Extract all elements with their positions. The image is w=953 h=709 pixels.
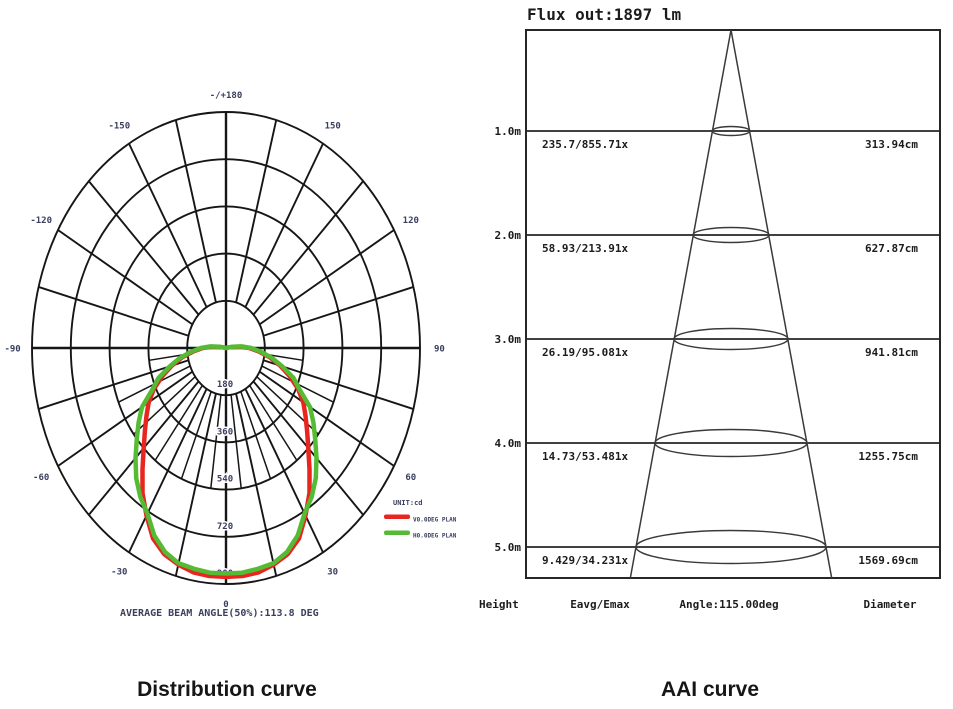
minor-spoke-line	[248, 385, 298, 461]
right-caption: AAI curve	[661, 678, 759, 701]
ring-value-label: 540	[217, 475, 233, 485]
height-label: 2.0m	[495, 229, 522, 242]
angle-label: 30	[327, 567, 338, 577]
minor-spoke-line	[180, 391, 212, 480]
eavg-emax-value: 235.7/855.71x	[542, 138, 628, 151]
legend-label: H0.0DEG PLAN	[413, 533, 457, 540]
spoke-line	[88, 180, 200, 316]
angle-label: 0	[223, 600, 228, 610]
ring-value-label: 180	[217, 380, 233, 390]
h-plane-swatch	[384, 530, 410, 535]
angle-label: -150	[108, 122, 130, 132]
beam-angle-footer: AVERAGE BEAM ANGLE(50%):113.8 DEG	[120, 608, 319, 619]
diameter-value: 941.81cm	[865, 346, 918, 359]
spoke-line	[263, 286, 414, 337]
eavg-emax-value: 9.429/34.231x	[542, 554, 628, 567]
angle-label: 150	[325, 122, 341, 132]
spoke-line	[38, 286, 189, 337]
aai-frame	[525, 29, 941, 579]
spoke-line	[263, 359, 414, 410]
angle-label: 90	[434, 345, 445, 355]
legend: V0.0DEG PLAN H0.0DEG PLAN	[384, 514, 457, 540]
aai-cone	[629, 29, 833, 579]
spoke-line	[252, 180, 364, 316]
eavg-emax-value: 26.19/95.081x	[542, 346, 628, 359]
polar-angle-labels: -/+180 150 -150 120 -120 90 -90 60 -60 30 -30 0	[4, 91, 444, 610]
column-header-eavg-emax: Eavg/Emax	[570, 598, 630, 611]
eavg-emax-value: 58.93/213.91x	[542, 242, 628, 255]
diameter-value: 1255.75cm	[858, 450, 918, 463]
minor-spoke-line	[210, 394, 222, 489]
height-label: 1.0m	[495, 125, 522, 138]
column-header-height: Height	[479, 598, 519, 611]
spoke-line	[128, 388, 208, 553]
aai-curve-panel: Flux out:1897 lm 1.0m 235.7/855.71x 313.94…	[479, 5, 941, 611]
spoke-line	[57, 370, 193, 467]
cone-edge-line	[629, 29, 732, 579]
angle-label: -90	[4, 345, 20, 355]
angle-label: -60	[33, 473, 49, 483]
ring-value-label: 720	[217, 522, 233, 532]
height-label: 5.0m	[495, 541, 522, 554]
spoke-line	[57, 229, 193, 326]
angle-label: -30	[111, 567, 127, 577]
legend-label: V0.0DEG PLAN	[413, 517, 457, 524]
spoke-line	[259, 229, 395, 326]
minor-spoke-line	[154, 385, 204, 461]
spoke-line	[244, 388, 324, 553]
v-plane-swatch	[384, 514, 410, 519]
angle-label: 60	[405, 473, 416, 483]
height-label: 4.0m	[495, 437, 522, 450]
spoke-line	[244, 143, 324, 308]
spoke-line	[174, 393, 217, 577]
legend-item: V0.0DEG PLAN	[384, 514, 457, 524]
minor-spoke-line	[230, 394, 242, 489]
ring-value-label: 360	[217, 427, 233, 437]
spoke-line	[259, 370, 395, 467]
aai-column-headers: Height Eavg/Emax Angle:115.00deg Diamete…	[479, 598, 917, 611]
minor-spoke-line	[240, 391, 272, 480]
spoke-line	[128, 143, 208, 308]
aai-rows: 1.0m 235.7/855.71x 313.94cm 2.0m 58.93/213.9…	[495, 125, 940, 567]
eavg-emax-value: 14.73/53.481x	[542, 450, 628, 463]
angle-label: -120	[30, 216, 52, 226]
spoke-line	[174, 119, 217, 303]
left-caption: Distribution curve	[137, 678, 317, 701]
height-label: 3.0m	[495, 333, 522, 346]
spoke-line	[235, 393, 278, 577]
spoke-line	[38, 359, 189, 410]
diameter-value: 627.87cm	[865, 242, 918, 255]
beam-angle-value: Angle:115.00deg	[679, 598, 778, 611]
polar-curves	[133, 344, 319, 580]
h-plane-curve	[133, 344, 319, 576]
diameter-value: 1569.69cm	[858, 554, 918, 567]
diameter-value: 313.94cm	[865, 138, 918, 151]
column-header-diameter: Diameter	[864, 598, 917, 611]
angle-label: -/+180	[210, 91, 243, 101]
cone-edge-line	[730, 29, 833, 579]
angle-label: 120	[403, 216, 419, 226]
flux-out-label: Flux out:1897 lm	[527, 5, 681, 24]
unit-label: UNIT:cd	[393, 499, 423, 507]
spoke-line	[235, 119, 278, 303]
legend-item: H0.0DEG PLAN	[384, 530, 457, 540]
